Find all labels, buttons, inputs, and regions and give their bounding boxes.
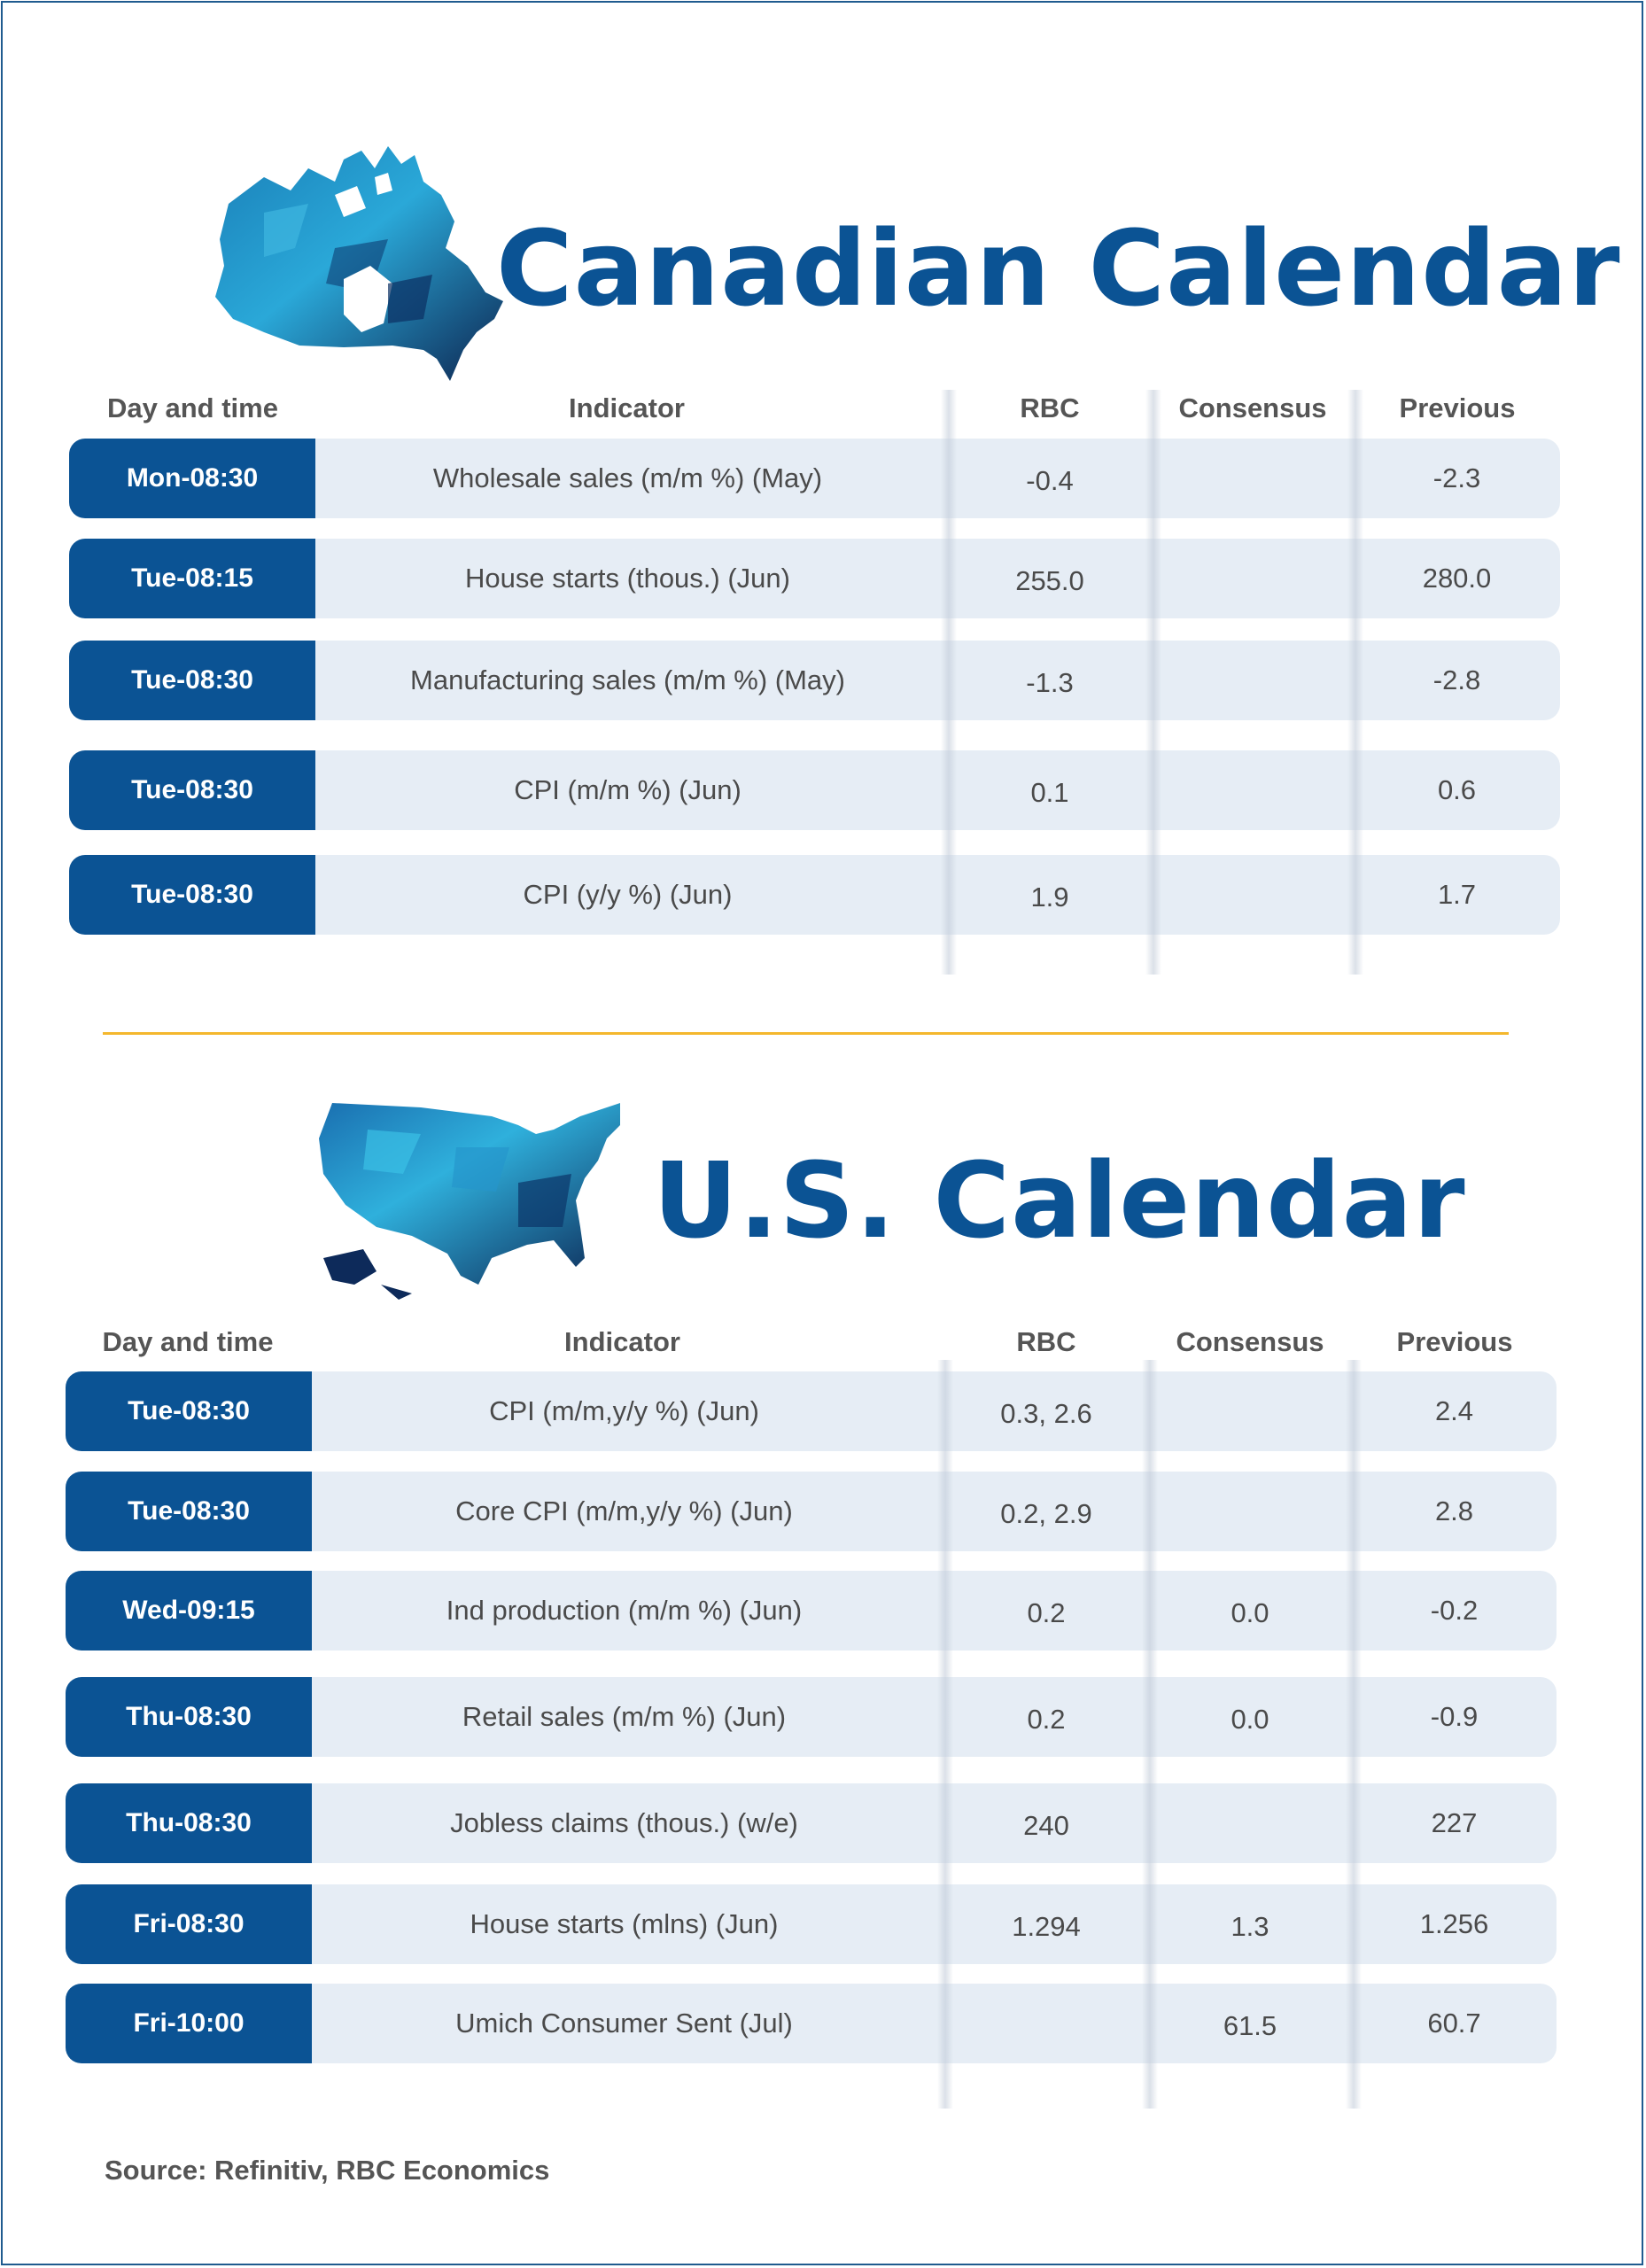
indicator-cell: Umich Consumer Sent (Jul) [455,2008,793,2039]
canada-map-icon [215,146,503,381]
consensus-cell [1152,539,1354,618]
rbc-cell: 255.0 [1015,565,1084,596]
previous-cell: -0.9 [1430,1701,1479,1732]
canada-col-shadow [1145,390,1161,975]
table-row: Tue-08:30 Manufacturing sales (m/m %) (Ma… [69,641,1560,720]
source-note: Source: Refinitiv, RBC Economics [105,2155,550,2186]
indicator-cell: Manufacturing sales (m/m %) (May) [410,664,845,695]
us-map-icon [319,1103,620,1300]
day-time-cell: Thu-08:30 [66,1783,312,1863]
rbc-cell: 0.2 [1027,1597,1066,1628]
indicator-cell: CPI (y/y %) (Jun) [523,879,733,910]
table-row: Wed-09:15 Ind production (m/m %) (Jun) 0.2… [66,1571,1557,1651]
day-time-cell: Thu-08:30 [66,1677,312,1757]
indicator-cell: CPI (m/m,y/y %) (Jun) [489,1395,759,1426]
rbc-cell: 0.2, 2.9 [1000,1498,1092,1529]
consensus-cell [1152,855,1354,935]
day-time-cell: Fri-08:30 [66,1884,312,1964]
indicator-cell: House starts (thous.) (Jun) [465,563,790,594]
previous-cell: 280.0 [1422,563,1492,594]
rbc-cell: 1.9 [1030,882,1069,913]
canada-col-shadow [1347,390,1363,975]
consensus-cell [1152,750,1354,830]
rbc-cell: 1.294 [1012,1911,1081,1942]
us-col-shadow [937,1360,953,2109]
consensus-cell: 0.0 [1231,1704,1269,1735]
rbc-cell: 0.3, 2.6 [1000,1398,1092,1429]
rbc-cell: 0.2 [1027,1704,1066,1735]
indicator-cell: House starts (mlns) (Jun) [470,1908,779,1939]
canada-title: Canadian Calendar [496,207,1621,330]
day-time-cell: Tue-08:30 [66,1472,312,1551]
rbc-cell: 240 [1023,1810,1069,1841]
indicator-cell: Jobless claims (thous.) (w/e) [450,1807,798,1838]
consensus-cell [1152,641,1354,720]
rbc-cell: -1.3 [1026,667,1074,698]
indicator-cell: Core CPI (m/m,y/y %) (Jun) [455,1495,793,1526]
canada-colhead-consensus: Consensus [1178,392,1327,423]
section-divider [103,1032,1509,1035]
canada-colhead-previous: Previous [1399,392,1516,423]
previous-cell: 60.7 [1427,2008,1481,2039]
day-time-cell: Tue-08:15 [69,539,315,618]
day-time-cell: Wed-09:15 [66,1571,312,1651]
us-colhead-day: Day and time [102,1326,274,1357]
previous-cell: -0.2 [1430,1595,1479,1626]
rbc-cell [944,1984,1148,2063]
day-time-cell: Fri-10:00 [66,1984,312,2063]
day-time-cell: Tue-08:30 [69,641,315,720]
us-colhead-rbc: RBC [1016,1326,1076,1357]
us-colhead-indicator: Indicator [564,1326,680,1357]
previous-cell: -2.3 [1432,462,1481,493]
table-row: Fri-10:00 Umich Consumer Sent (Jul) 61.5 60… [66,1984,1557,2063]
rbc-cell: -0.4 [1026,465,1074,496]
us-colhead-previous: Previous [1396,1326,1513,1357]
table-row: Thu-08:30 Retail sales (m/m %) (Jun) 0.2 0.… [66,1677,1557,1757]
us-title: U.S. Calendar [653,1139,1466,1262]
indicator-cell: Retail sales (m/m %) (Jun) [462,1701,787,1732]
day-time-cell: Tue-08:30 [66,1371,312,1451]
consensus-cell [1152,439,1354,518]
day-time-cell: Mon-08:30 [69,439,315,518]
consensus-cell [1148,1371,1352,1451]
table-row: Mon-08:30 Wholesale sales (m/m %) (May) -0… [69,439,1560,518]
previous-cell: -2.8 [1432,664,1481,695]
consensus-cell [1148,1472,1352,1551]
table-row: Tue-08:30 CPI (y/y %) (Jun) 1.9 1.7 [69,855,1560,935]
previous-cell: 227 [1431,1807,1478,1838]
canada-colhead-day: Day and time [107,392,278,423]
canada-colhead-rbc: RBC [1020,392,1080,423]
previous-cell: 1.7 [1437,879,1477,910]
canada-colhead-indicator: Indicator [569,392,685,423]
indicator-cell: CPI (m/m %) (Jun) [514,774,741,805]
consensus-cell: 1.3 [1231,1911,1269,1942]
table-row: Fri-08:30 House starts (mlns) (Jun) 1.294 1… [66,1884,1557,1964]
previous-cell: 2.4 [1434,1395,1474,1426]
indicator-cell: Ind production (m/m %) (Jun) [446,1595,803,1626]
rbc-cell: 0.1 [1030,777,1069,808]
indicator-cell: Wholesale sales (m/m %) (May) [432,462,823,493]
table-row: Tue-08:30 CPI (m/m,y/y %) (Jun) 0.3, 2.6 2.… [66,1371,1557,1451]
table-row: Tue-08:30 Core CPI (m/m,y/y %) (Jun) 0.2, … [66,1472,1557,1551]
table-row: Tue-08:30 CPI (m/m %) (Jun) 0.1 0.6 [69,750,1560,830]
consensus-cell: 61.5 [1223,2010,1277,2041]
us-colhead-consensus: Consensus [1176,1326,1324,1357]
us-col-shadow [1346,1360,1362,2109]
day-time-cell: Tue-08:30 [69,855,315,935]
consensus-cell: 0.0 [1231,1597,1269,1628]
previous-cell: 0.6 [1437,774,1477,805]
previous-cell: 2.8 [1434,1495,1474,1526]
canada-col-shadow [941,390,957,975]
table-row: Tue-08:15 House starts (thous.) (Jun) 255.… [69,539,1560,618]
table-row: Thu-08:30 Jobless claims (thous.) (w/e) 24… [66,1783,1557,1863]
consensus-cell [1148,1783,1352,1863]
previous-cell: 1.256 [1419,1908,1489,1939]
us-col-shadow [1142,1360,1158,2109]
day-time-cell: Tue-08:30 [69,750,315,830]
